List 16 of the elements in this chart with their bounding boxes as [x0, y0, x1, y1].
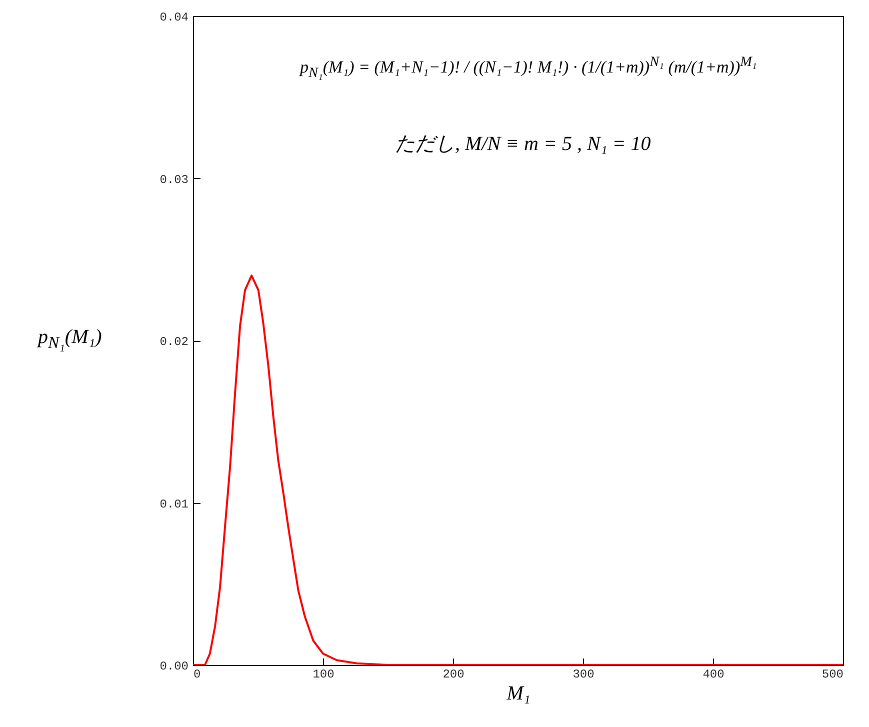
x-axis-title: M₁ — [506, 682, 530, 704]
x-tick-label: 0 — [194, 668, 201, 682]
y-tick-label: 0.00 — [160, 660, 188, 674]
y-tick-label: 0.01 — [160, 497, 188, 512]
x-tick-label: 200 — [442, 668, 464, 682]
y-tick-label: 0.03 — [160, 172, 188, 187]
line-series — [193, 274, 843, 665]
y-tick-label: 0.04 — [160, 10, 188, 24]
x-tick-label: 400 — [702, 668, 724, 682]
y-axis-title: p$_{N₁}$(M₁) — [38, 326, 102, 353]
x-tick-label: 500 — [822, 668, 844, 682]
y-tick-label: 0.02 — [160, 335, 188, 349]
annotation: ただし, M/N ≡ m = 5 , N₁ = 10 — [395, 132, 651, 157]
x-tick-label: 100 — [312, 668, 334, 682]
annotation: p$_{N₁}$(M₁) = (M₁+N₁−1)! / ((N₁−1)! M₁!) · (1/(1+m))$^{N₁}$ (m/(1+m))$^{M₁}$ — [300, 54, 757, 82]
x-tick-label: 300 — [572, 668, 594, 682]
